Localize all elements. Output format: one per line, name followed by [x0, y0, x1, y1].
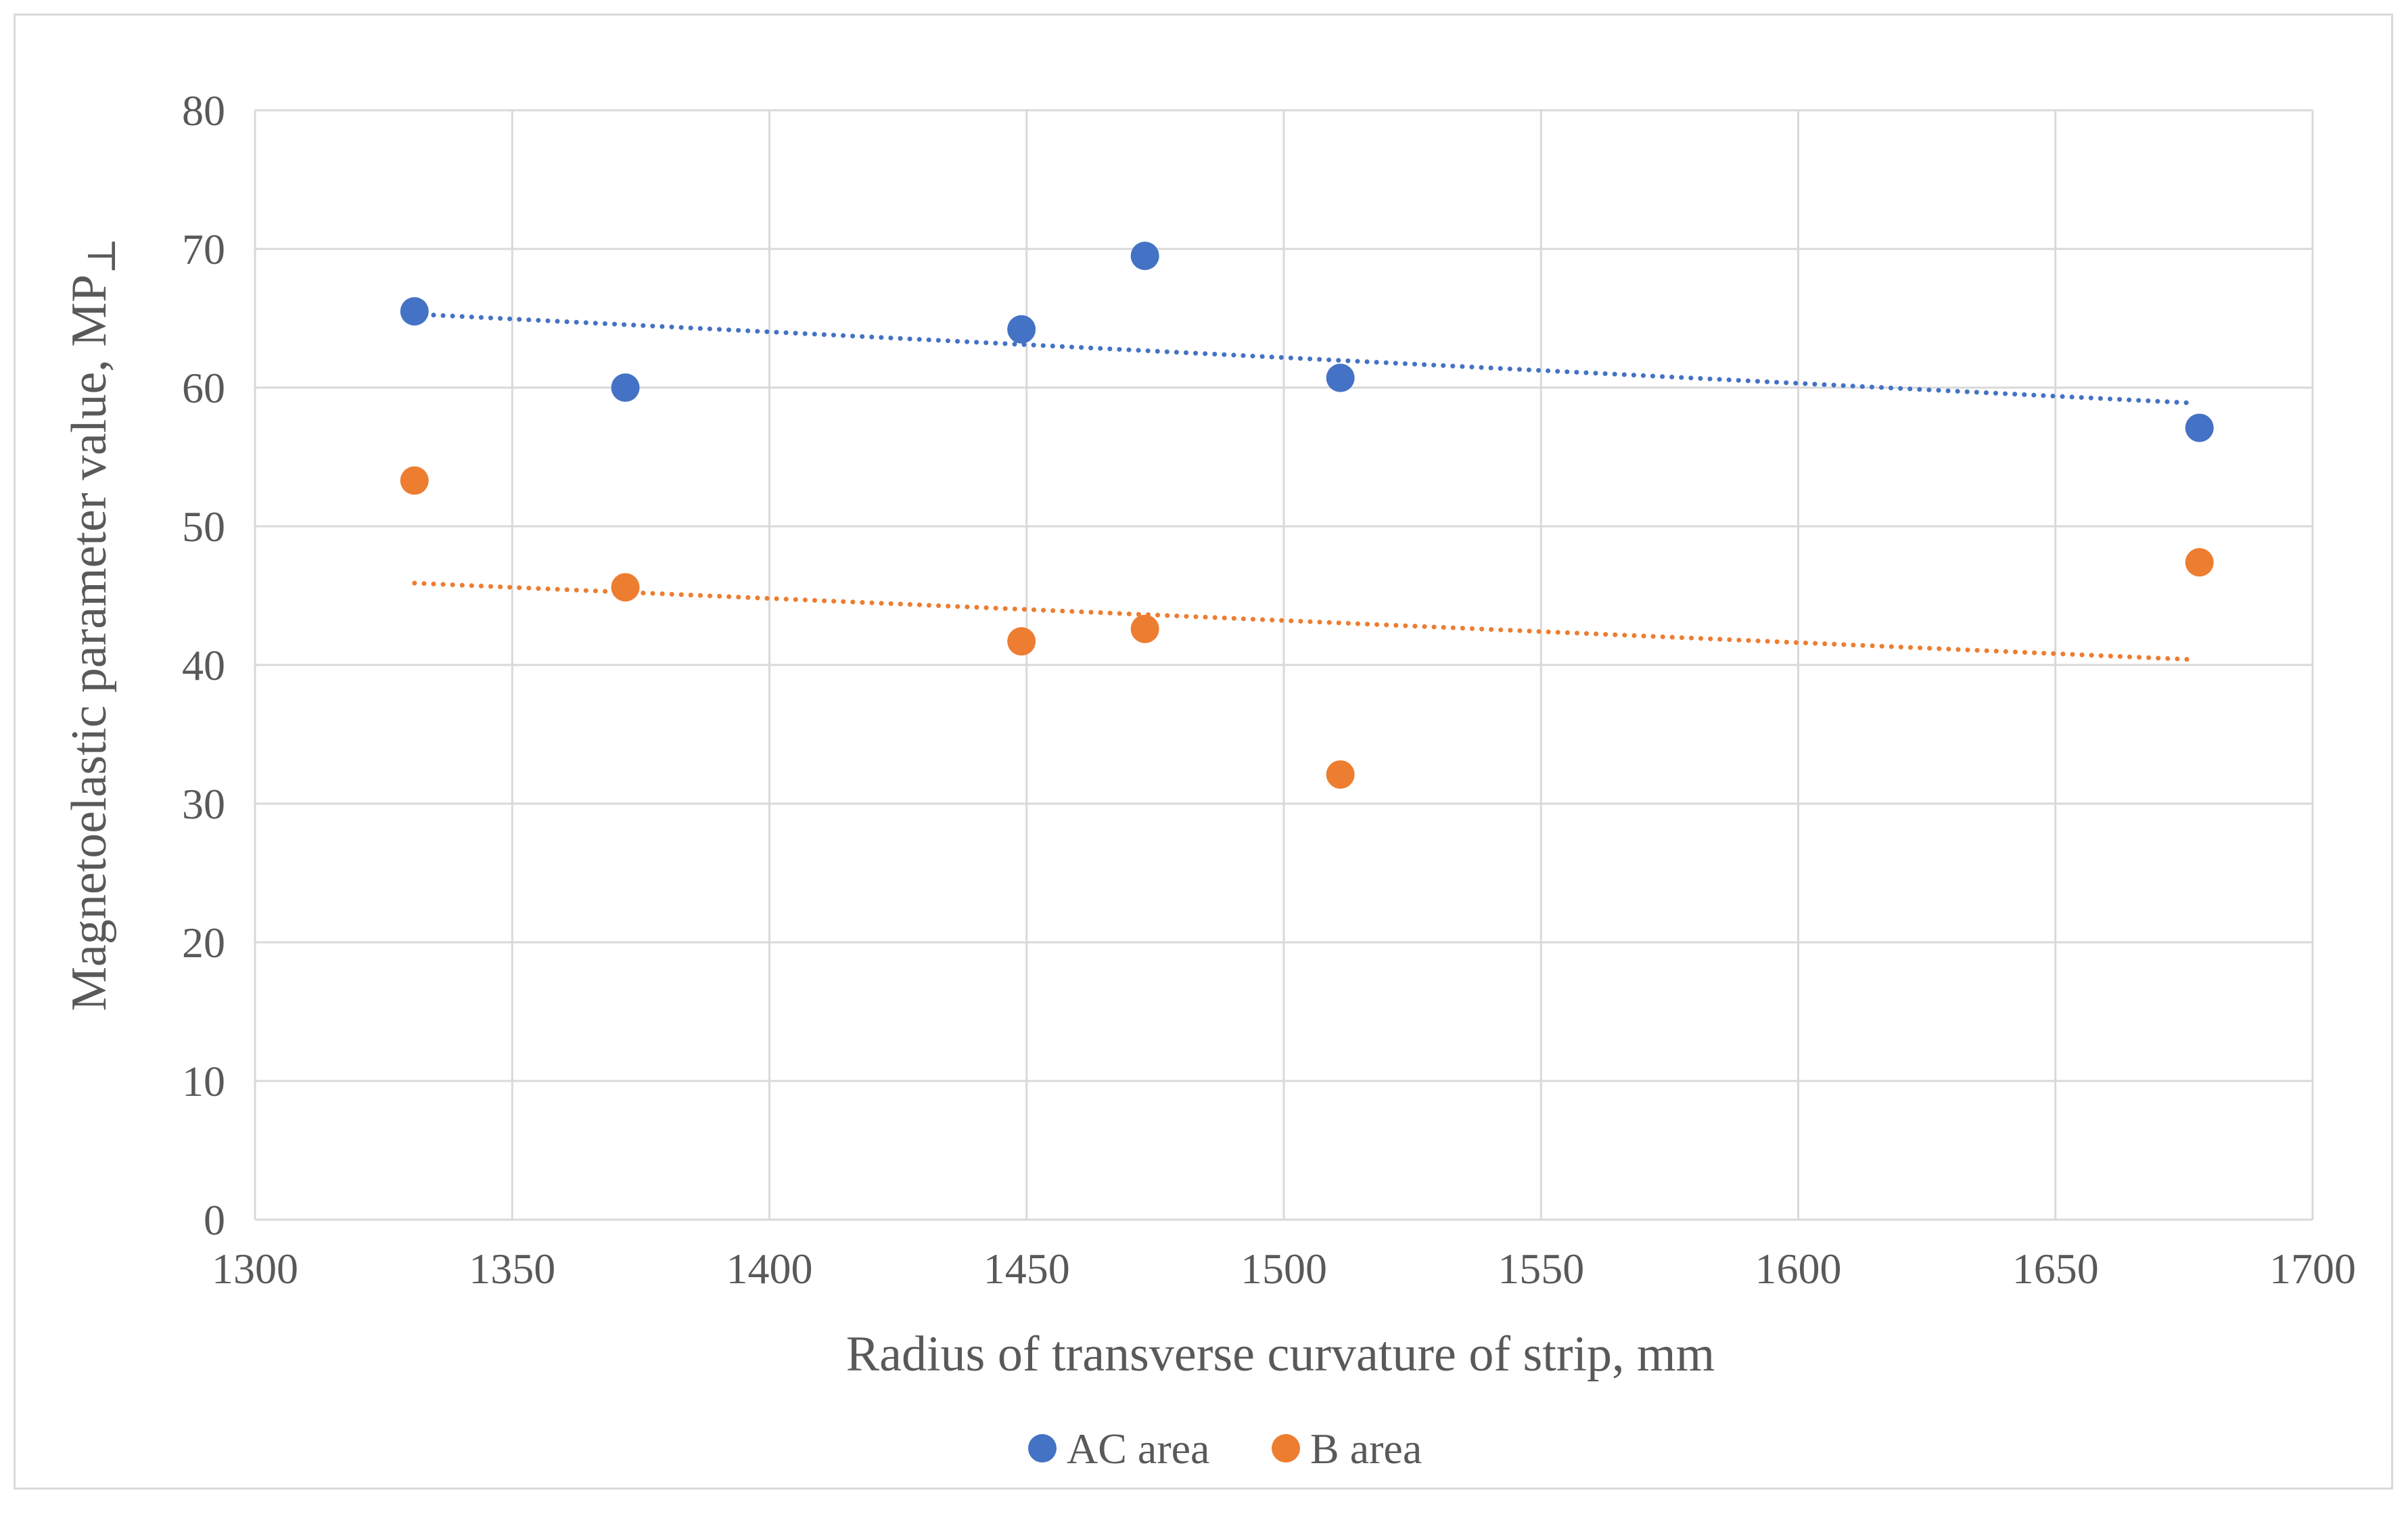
legend-marker-b-area: [1272, 1434, 1300, 1463]
point-ac-area-4: [1326, 363, 1355, 392]
y-tick-label-2: 20: [182, 919, 225, 967]
point-b-area-2: [1007, 627, 1036, 656]
legend-marker-ac-area: [1028, 1434, 1057, 1463]
trendlines: [412, 311, 2192, 662]
x-tick-label-1: 1350: [469, 1245, 555, 1293]
x-axis-title: Radius of transverse curvature of strip,…: [846, 1327, 1715, 1382]
y-axis-title-subscript: ⊥: [80, 237, 124, 275]
x-tick-label-2: 1400: [726, 1245, 813, 1293]
y-tick-label-0: 0: [204, 1196, 225, 1244]
trendline-ac-area: [412, 311, 2192, 406]
y-tick-label-4: 40: [182, 641, 225, 689]
x-tick-label-3: 1450: [983, 1245, 1070, 1293]
point-b-area-3: [1130, 614, 1159, 643]
y-tick-label-8: 80: [182, 87, 225, 135]
legend: AC area B area: [1028, 1425, 1422, 1473]
trendline-b-area: [412, 580, 2192, 662]
x-tick-label-6: 1600: [1755, 1245, 1842, 1293]
y-tick-label-3: 30: [182, 780, 225, 828]
legend-label-ac-area: AC area: [1067, 1425, 1209, 1473]
chart-frame: 0 10 20 30 40 50 60 70 80 1300 1350 1400 1450 1500 155…: [14, 14, 2393, 1490]
point-ac-area-1: [611, 373, 640, 402]
point-b-area-4: [1326, 760, 1355, 789]
x-tick-label-8: 1700: [2269, 1245, 2356, 1293]
tick-labels: 0 10 20 30 40 50 60 70 80 1300 1350 1400 1450 1500 155…: [182, 87, 2356, 1293]
y-axis-title-main: Magnetoelastic parameter value, MP: [62, 275, 117, 1011]
point-b-area-5: [2185, 548, 2214, 577]
point-b-area-0: [400, 466, 429, 495]
y-tick-label-5: 50: [182, 503, 225, 551]
y-tick-label-6: 60: [182, 364, 225, 412]
gridlines: [254, 109, 2314, 1221]
point-b-area-1: [611, 573, 640, 602]
point-ac-area-2: [1007, 315, 1036, 344]
point-ac-area-3: [1130, 241, 1159, 271]
point-ac-area-5: [2185, 413, 2214, 442]
y-tick-label-1: 10: [182, 1057, 225, 1105]
data-points: [400, 241, 2214, 789]
x-tick-label-7: 1650: [2012, 1245, 2099, 1293]
scatter-chart: 0 10 20 30 40 50 60 70 80 1300 1350 1400 1450 1500 155…: [62, 87, 2356, 1473]
y-tick-label-7: 70: [182, 225, 225, 273]
x-tick-label-0: 1300: [212, 1245, 298, 1293]
point-ac-area-0: [400, 297, 429, 326]
x-tick-label-4: 1500: [1241, 1245, 1327, 1293]
legend-label-b-area: B area: [1310, 1425, 1422, 1473]
y-axis-title: Magnetoelastic parameter value, MP⊥: [62, 237, 124, 1011]
x-tick-label-5: 1550: [1498, 1245, 1584, 1293]
